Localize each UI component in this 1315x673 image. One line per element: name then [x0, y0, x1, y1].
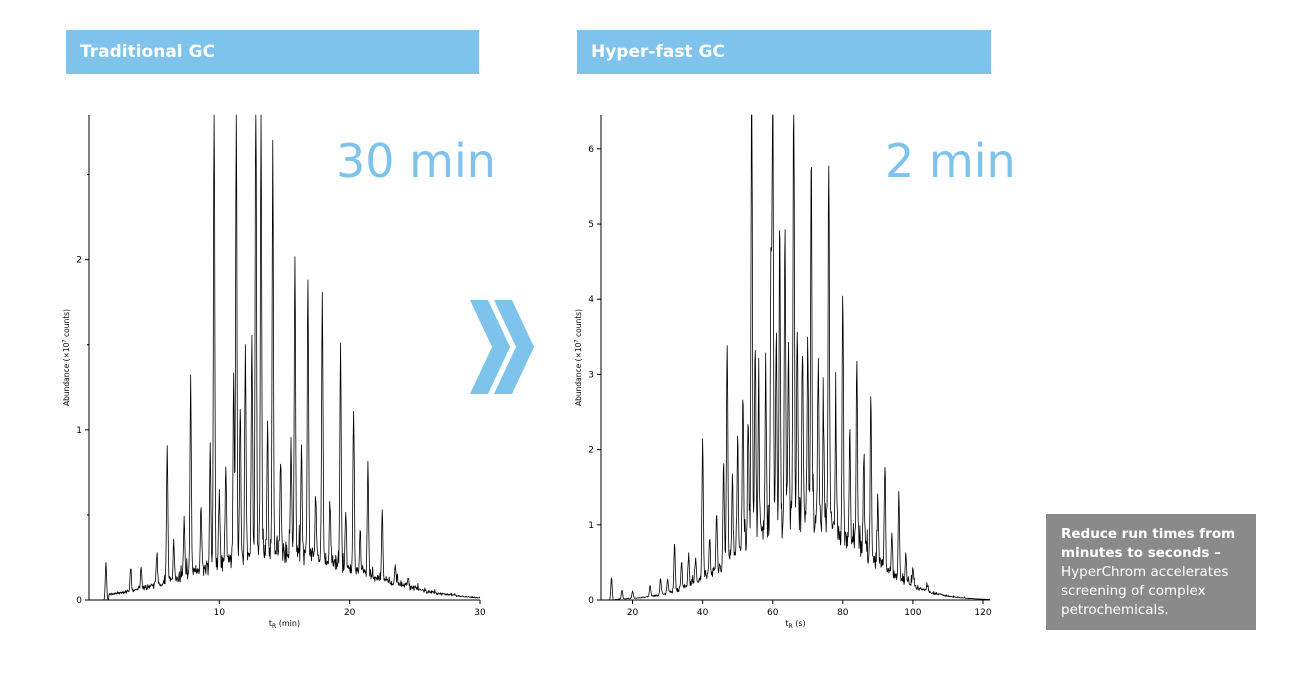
hyperfast-x-tick-label: 100 [904, 608, 921, 618]
hyperfast-x-tick-label: 120 [974, 608, 991, 618]
traditional-signal-trace [89, 114, 481, 601]
hyperfast-x-tick-label: 80 [837, 608, 849, 618]
hyperfast-axes: 20 40 60 80 100 120 0 1 2 3 4 5 6 tR (s) Abundance (×1… [574, 115, 992, 630]
hyperfast-x-tick-label: 60 [767, 608, 779, 618]
traditional-x-tick-label: 20 [344, 608, 356, 618]
traditional-x-axis-label: tR (min) [269, 619, 300, 630]
panel-right-header: Hyper-fast GC [577, 30, 991, 74]
hyperfast-run-time: 2 min [885, 134, 1016, 188]
panel-left-header: Traditional GC [66, 30, 479, 74]
traditional-y-tick-label: 1 [76, 426, 82, 436]
hyperfast-y-tick-label: 6 [588, 145, 594, 155]
hyperfast-x-axis-label: tR (s) [785, 619, 805, 630]
traditional-axes: 10 20 30 0 1 2 tR (min) Abundance (×107 counts) [62, 115, 486, 630]
hyperfast-y-tick-label: 3 [588, 370, 594, 380]
chromatogram-traditional: 10 20 30 0 1 2 tR (min) Abundance (×107 counts) [62, 114, 486, 630]
hyperfast-y-tick-label: 5 [588, 220, 594, 230]
hyperfast-y-axis-label: Abundance (×107 counts) [574, 309, 583, 406]
traditional-x-tick-label: 30 [474, 608, 486, 618]
hyperfast-y-tick-label: 4 [588, 295, 594, 305]
callout-box: Reduce run times from minutes to seconds… [1046, 514, 1256, 630]
traditional-run-time: 30 min [336, 134, 496, 188]
traditional-y-tick-label: 0 [76, 596, 82, 606]
hyperfast-y-tick-label: 0 [588, 596, 594, 606]
hyperfast-signal-trace [601, 114, 991, 601]
panel-right-header-text: Hyper-fast GC [591, 42, 725, 62]
chromatogram-hyperfast: 20 40 60 80 100 120 0 1 2 3 4 5 6 tR (s) Abundance (×1… [574, 114, 992, 630]
callout-bold-text: Reduce run times from minutes to seconds… [1061, 526, 1236, 561]
callout-text: HyperChrom accelerates screening of comp… [1061, 564, 1229, 618]
traditional-x-tick-label: 10 [214, 608, 226, 618]
hyperfast-x-tick-label: 20 [627, 608, 639, 618]
hyperfast-x-tick-label: 40 [697, 608, 709, 618]
hyperfast-y-tick-label: 1 [588, 521, 594, 531]
hyperfast-y-tick-label: 2 [588, 446, 594, 456]
traditional-y-axis-label: Abundance (×107 counts) [62, 309, 71, 406]
traditional-y-tick-label: 2 [76, 256, 82, 266]
double-chevron-right-icon [470, 300, 534, 394]
panel-left-header-text: Traditional GC [80, 42, 215, 62]
